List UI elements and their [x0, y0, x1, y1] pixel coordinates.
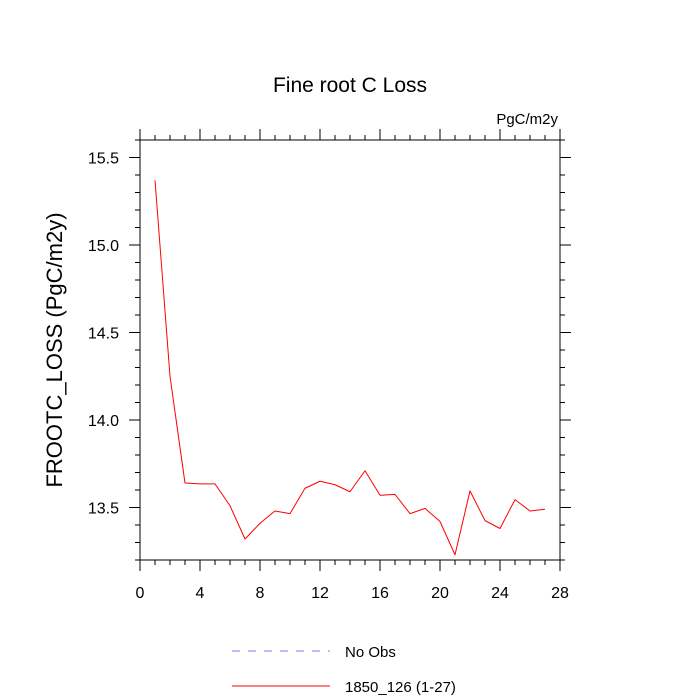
axis-ticks [129, 129, 571, 571]
x-tick-label: 24 [491, 585, 509, 602]
legend: No Obs 1850_126 (1-27) [232, 644, 456, 696]
y-axis-label: FROOTC_LOSS (PgC/m2y) [42, 212, 67, 487]
x-tick-label: 28 [551, 585, 569, 602]
chart-title: Fine root C Loss [273, 74, 427, 97]
legend-label-1850-126: 1850_126 (1-27) [345, 679, 456, 696]
axis-tick-labels: 0 4 8 12 16 20 24 28 13.5 14.0 14.5 15.0 15.5 [88, 151, 569, 603]
y-tick-label: 14.5 [88, 326, 119, 343]
y-tick-label: 15.5 [88, 151, 119, 168]
x-tick-label: 8 [256, 585, 265, 602]
units-label: PgC/m2y [496, 111, 558, 128]
legend-label-no-obs: No Obs [345, 644, 396, 661]
x-tick-label: 0 [136, 585, 145, 602]
x-tick-label: 4 [196, 585, 205, 602]
y-tick-label: 15.0 [88, 238, 119, 255]
x-tick-label: 12 [311, 585, 329, 602]
x-tick-label: 16 [371, 585, 389, 602]
series-line-1850-126-1-27- [154, 180, 546, 556]
series-group [154, 180, 546, 556]
y-tick-label: 14.0 [88, 413, 119, 430]
y-tick-label: 13.5 [88, 501, 119, 518]
x-tick-label: 20 [431, 585, 449, 602]
plot-frame [139, 139, 561, 561]
